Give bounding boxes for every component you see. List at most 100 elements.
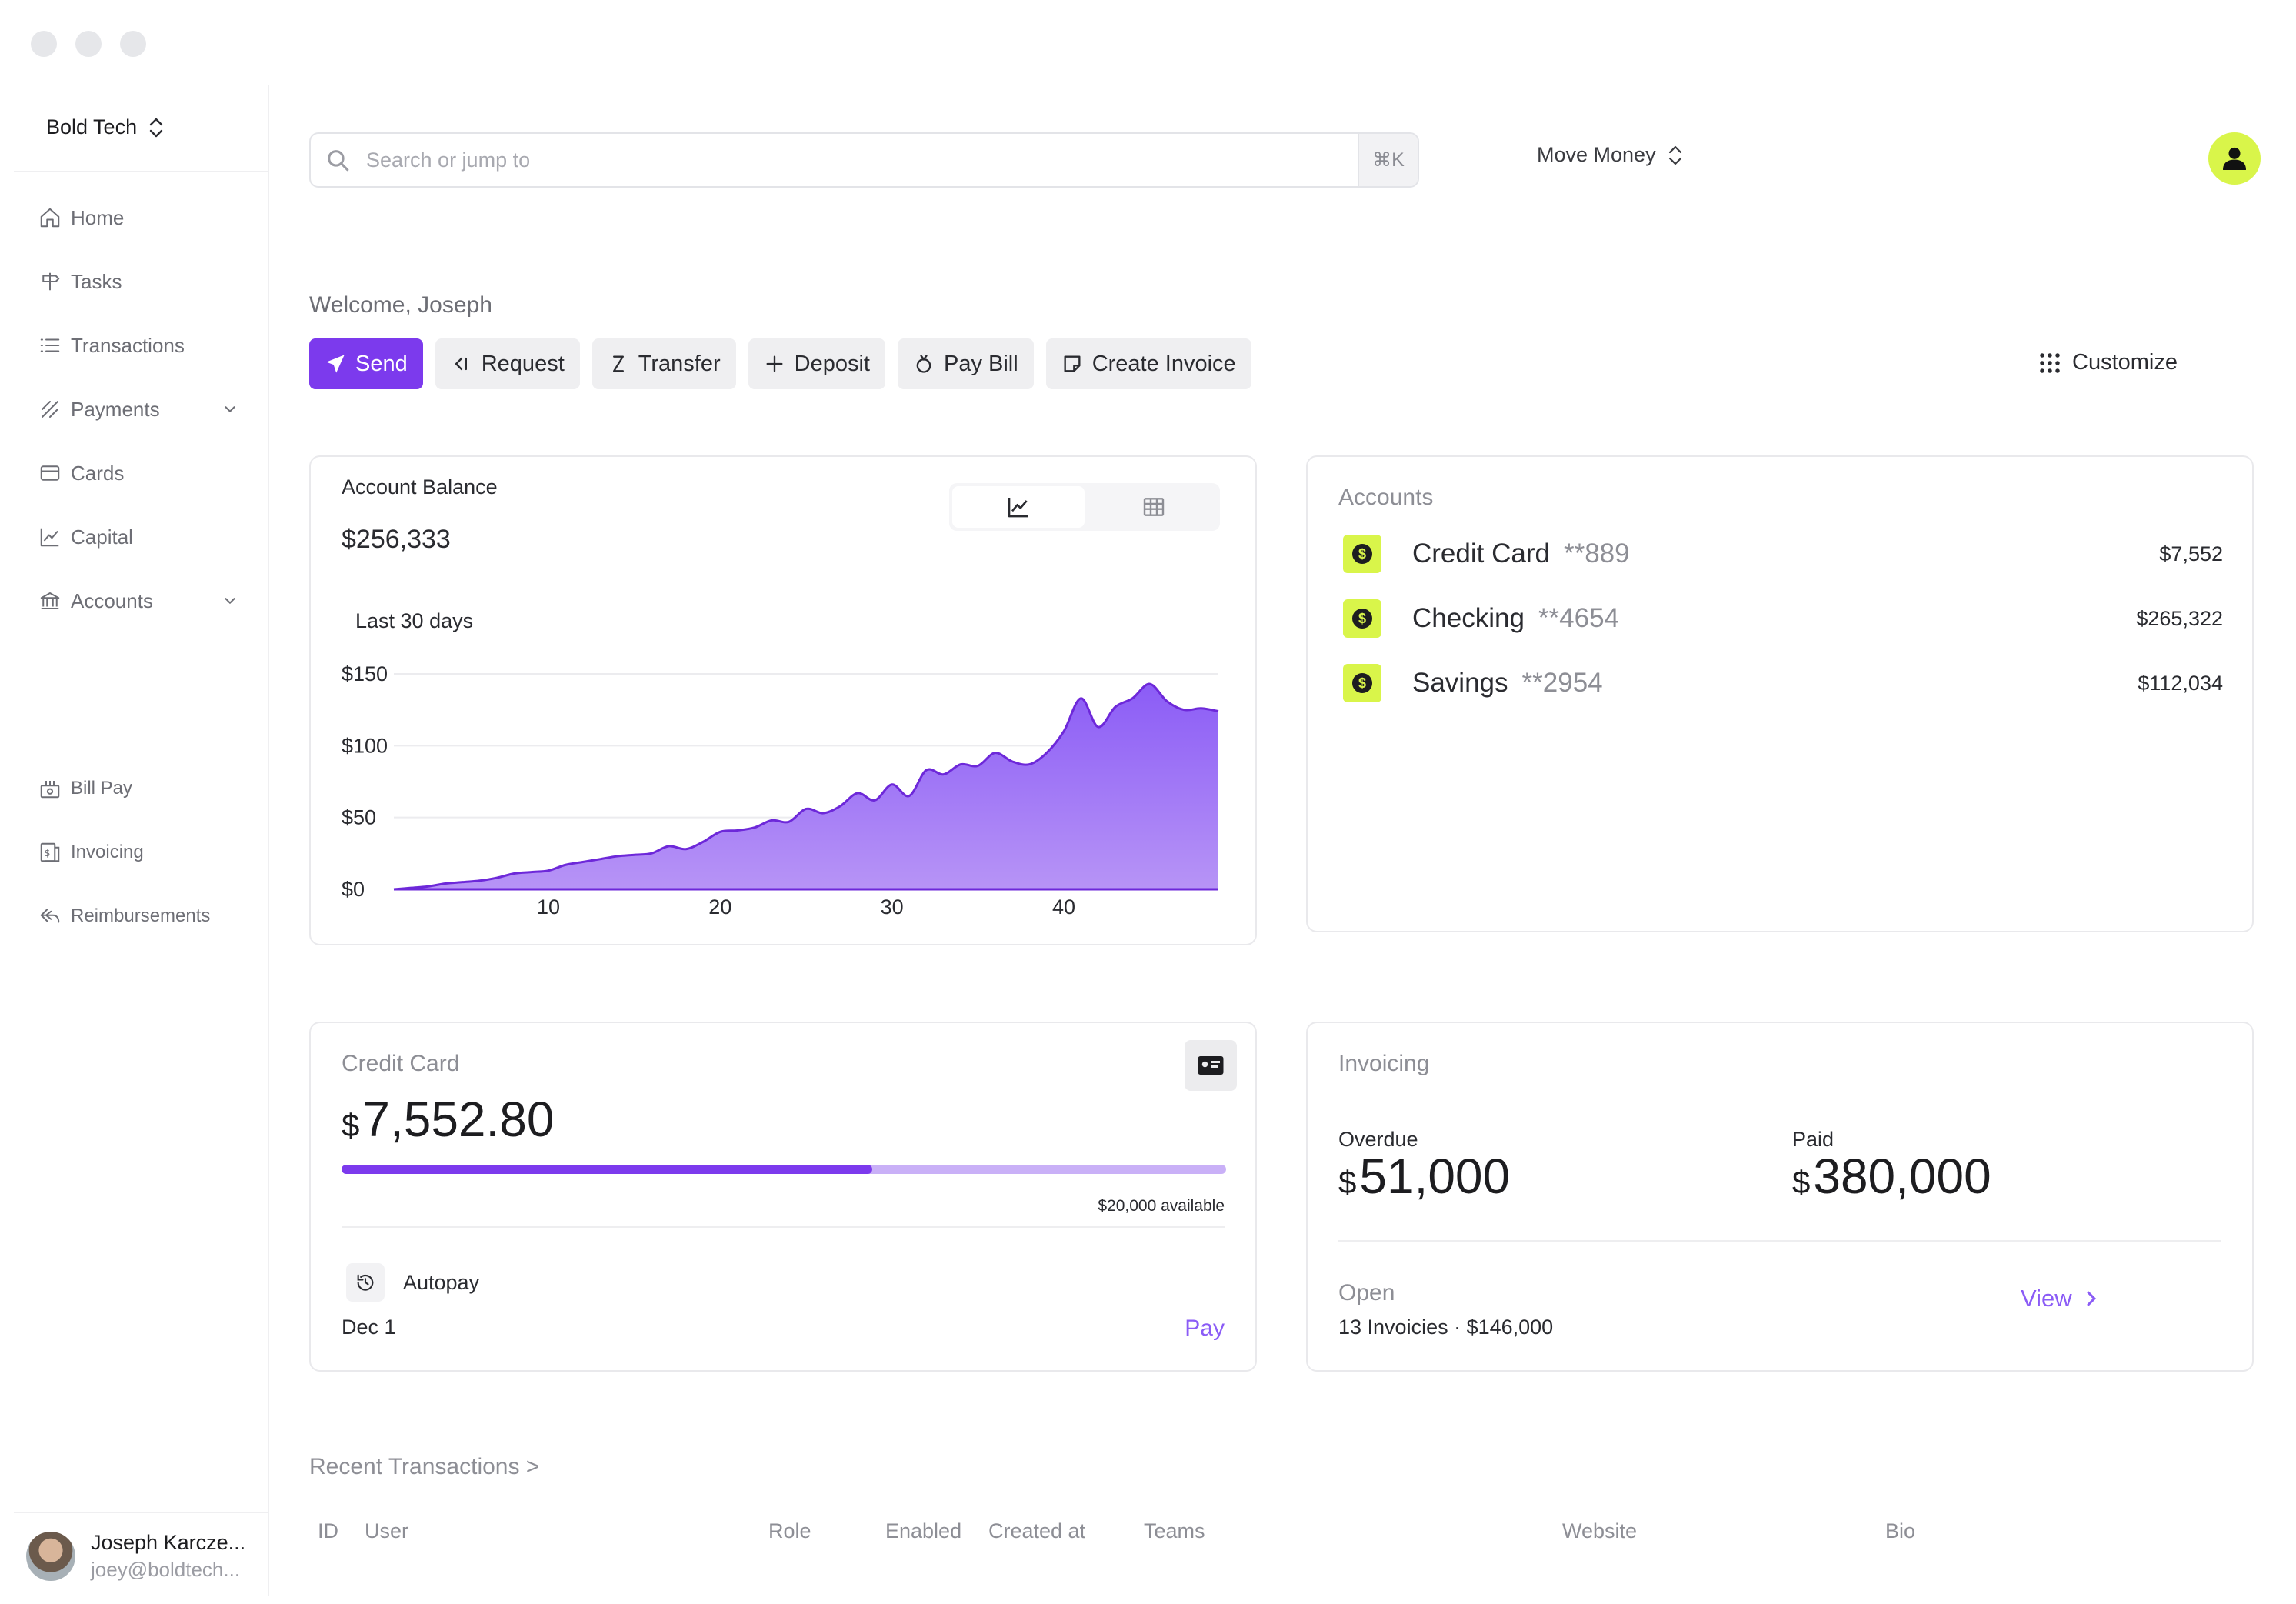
balance-title: Account Balance [342,475,498,499]
sidebar-item-transactions[interactable]: Transactions [38,326,238,365]
column-header-website[interactable]: Website [1562,1519,1638,1542]
pay-bill-label: Pay Bill [943,351,1018,376]
note-icon [1064,355,1081,372]
column-header-created-at[interactable]: Created at [988,1519,1086,1542]
chevron-right-icon [2087,1291,2096,1306]
column-header-enabled[interactable]: Enabled [885,1519,962,1542]
customize-button[interactable]: Customize [2038,350,2178,375]
transfer-button[interactable]: Transfer [591,338,736,389]
user-name: Joseph Karcze... [91,1531,246,1554]
chart-x-tick-label: 40 [1052,895,1075,919]
shortcut-badge: ⌘K [1358,134,1418,186]
sidebar-item-label: Payments [71,397,160,421]
account-row-checking[interactable]: $ Checking **4654 $265,322 [1343,597,2223,640]
chart-y-tick-label: $50 [342,806,376,829]
line-chart-icon [40,528,59,547]
account-name: Savings [1412,668,1508,698]
account-balance-card: Account Balance $256,333 Last 30 days $0… [309,455,1257,945]
view-invoices-link[interactable]: View [2021,1285,2098,1312]
sidebar-item-capital[interactable]: Capital [38,518,238,556]
customize-label: Customize [2072,350,2178,375]
chart-y-tick-label: $150 [342,662,388,685]
column-header-id[interactable]: ID [318,1519,338,1542]
open-detail: 13 Invoicies · $146,000 [1338,1316,1554,1339]
sidebar-item-bill-pay[interactable]: Bill Pay [38,769,238,808]
invoicing-card: Invoicing Overdue $ 51,000 Paid $ 380,00… [1306,1022,2254,1372]
sidebar-item-cards[interactable]: Cards [38,454,238,492]
sidebar-item-tasks[interactable]: Tasks [38,262,238,301]
recent-transactions-link[interactable]: Recent Transactions > [309,1454,540,1479]
deposit-button[interactable]: Deposit [748,338,885,389]
chart-view-toggle [949,483,1220,531]
pay-bill-button[interactable]: Pay Bill [897,338,1034,389]
column-header-teams[interactable]: Teams [1144,1519,1205,1542]
id-card-icon[interactable] [1185,1040,1237,1091]
card-icon [40,465,60,481]
credit-amount: $ 7,552.80 [342,1091,554,1148]
window-minimize-dot[interactable] [75,31,102,57]
line-chart-icon [1008,498,1028,518]
divider [14,171,268,172]
credit-title: Credit Card [342,1051,460,1076]
account-balance: $7,552 [2159,542,2223,565]
open-label: Open [1338,1280,1395,1306]
account-row-savings[interactable]: $ Savings **2954 $112,034 [1343,662,2223,705]
sidebar-item-payments[interactable]: Payments [38,390,238,429]
send-label: Send [355,351,408,376]
request-icon [455,357,467,371]
sidebar-item-reimbursements[interactable]: Reimbursements [38,897,238,935]
sidebar-item-label: Transactions [71,333,185,357]
send-button[interactable]: Send [309,338,423,389]
column-header-role[interactable]: Role [768,1519,811,1542]
sidebar-item-invoicing[interactable]: $ Invoicing [38,833,238,872]
table-view-button[interactable] [1088,483,1220,531]
paid-label: Paid [1792,1128,1834,1151]
search-bar[interactable]: ⌘K [309,132,1419,188]
divider [1338,1240,2221,1242]
reply-arrow-icon [40,909,60,923]
account-name: Checking [1412,603,1525,633]
sidebar-item-home[interactable]: Home [38,198,238,237]
chevron-updown-icon [1668,145,1681,165]
request-button[interactable]: Request [435,338,580,389]
account-number: **889 [1563,539,1630,569]
chart-view-button[interactable] [952,486,1085,528]
profile-avatar-button[interactable] [2208,132,2261,185]
invoicing-title: Invoicing [1338,1051,1430,1076]
user-email: joey@boldtech... [91,1558,241,1581]
overdue-amount-value: 51,000 [1359,1149,1511,1204]
overdue-amount: $ 51,000 [1338,1148,1510,1205]
window-maximize-dot[interactable] [120,31,146,57]
org-switcher[interactable]: Bold Tech [46,115,165,139]
pay-bill-icon [916,355,931,373]
create-invoice-button[interactable]: Create Invoice [1045,338,1251,389]
column-header-bio[interactable]: Bio [1885,1519,1916,1542]
sidebar-item-accounts[interactable]: Accounts [38,582,238,620]
autopay-date: Dec 1 [342,1316,396,1339]
signpost-icon [42,272,60,291]
search-input[interactable] [366,148,1358,172]
svg-text:$: $ [45,847,51,859]
move-money-dropdown[interactable]: Move Money [1537,143,1684,167]
welcome-heading: Welcome, Joseph [309,292,492,318]
credit-amount-value: 7,552.80 [362,1092,555,1147]
account-balance: $265,322 [2136,606,2223,630]
deposit-label: Deposit [794,351,870,376]
sidebar-item-label: Capital [71,525,133,549]
pay-link[interactable]: Pay [1185,1316,1225,1341]
column-header-user[interactable]: User [365,1519,409,1542]
window-close-dot[interactable] [31,31,57,57]
bank-icon [40,592,60,609]
sidebar-item-label: Bill Pay [71,778,133,799]
create-invoice-label: Create Invoice [1091,351,1236,376]
credit-usage-bar [342,1165,1226,1174]
user-profile[interactable]: Joseph Karcze... joey@boldtech... [26,1531,245,1582]
table-icon [1143,498,1165,516]
chart-period-label: Last 30 days [355,609,474,632]
credit-usage-fill [342,1165,872,1174]
quick-actions: Send Request Transfer Deposit Pay Bill C… [309,338,1251,389]
chevron-down-icon [225,598,235,605]
account-row-credit-card[interactable]: $ Credit Card **889 $7,552 [1343,532,2223,575]
account-number: **2954 [1521,668,1603,698]
autopay-label: Autopay [403,1271,480,1294]
